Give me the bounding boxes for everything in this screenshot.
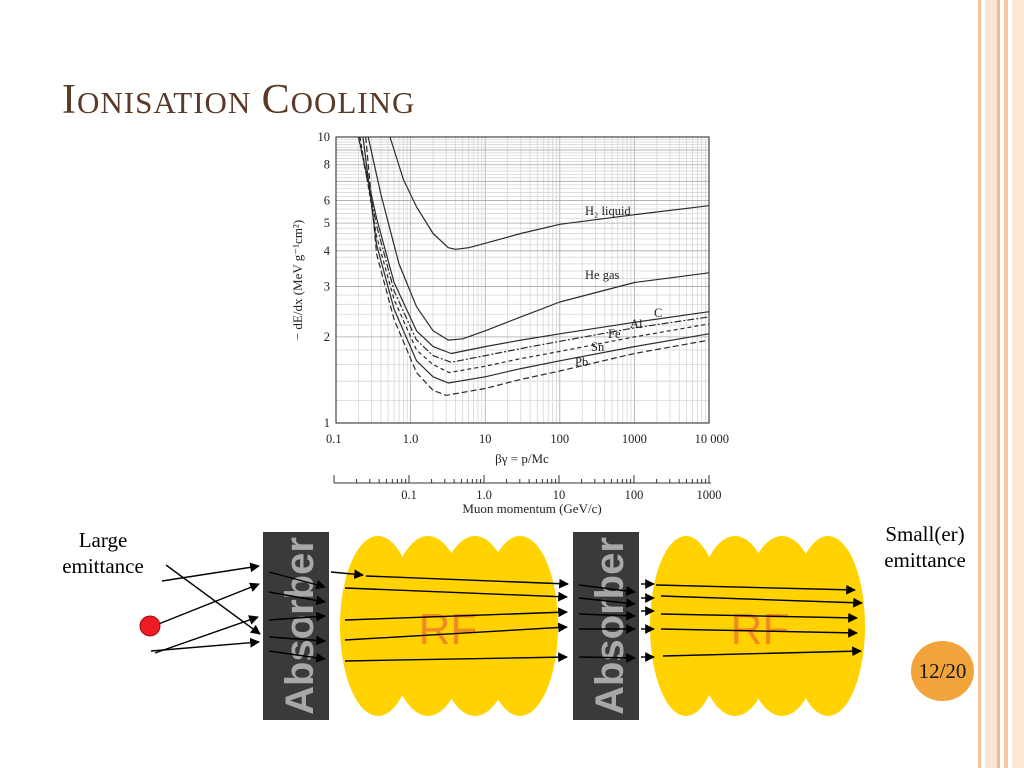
curve-label-h2-liquid: H₂ liquid xyxy=(585,204,631,218)
momentum-tick-label: 100 xyxy=(625,488,644,502)
decor-stripe xyxy=(978,0,981,768)
x-tick-label: 10 xyxy=(479,432,492,446)
rf-cavity-1 xyxy=(340,536,558,716)
y-tick-label: 10 xyxy=(318,130,331,144)
x-tick-label: 10 000 xyxy=(695,432,729,446)
series-line-6 xyxy=(362,136,710,384)
rf-label-1: RF xyxy=(419,605,478,654)
trajectory-arrow xyxy=(150,582,260,628)
title-initial: C xyxy=(261,77,291,123)
energy-loss-chart: 1 2 3 4 5 6 8 10 0.1 1.0 10 100 1000 10 000 βγ = p/M… xyxy=(280,125,740,520)
trajectory-arrow xyxy=(268,635,326,646)
trajectory-arrow xyxy=(344,652,568,663)
trajectory-arrow xyxy=(161,562,260,582)
slide-title: IONISATION COOLING xyxy=(62,76,415,124)
trajectory-arrow xyxy=(578,610,636,621)
particle-trajectories xyxy=(150,562,863,663)
trajectory-arrow xyxy=(268,591,326,606)
decor-stripe xyxy=(997,0,1000,768)
trajectory-arrow xyxy=(154,615,259,654)
trajectory-arrow xyxy=(150,637,260,652)
x-tick-labels: 0.1 1.0 10 100 1000 10 000 xyxy=(326,432,729,446)
trajectory-arrow xyxy=(165,564,261,635)
trajectory-arrow xyxy=(268,571,326,590)
particle-icon xyxy=(139,615,161,637)
trajectory-arrow xyxy=(365,575,569,589)
y-tick-label: 8 xyxy=(324,158,330,172)
momentum-tick-labels: 0.1 1.0 10 100 1000 xyxy=(401,488,721,502)
trajectory-arrow xyxy=(268,611,326,622)
trajectory-arrow xyxy=(268,650,326,663)
absorber-label-2: Absorber xyxy=(588,537,632,715)
page-number-badge: 12/20 xyxy=(911,641,974,701)
x-tick-label: 0.1 xyxy=(326,432,342,446)
large-emittance-line2: emittance xyxy=(62,554,144,578)
large-emittance-line1: Large xyxy=(78,528,128,552)
page-number: 12/20 xyxy=(918,658,967,683)
y-tick-label: 3 xyxy=(324,280,330,294)
curve-label-tin: Sn xyxy=(591,340,605,354)
small-emittance-label: Small(er) emittance xyxy=(858,521,992,573)
x-tick-label: 100 xyxy=(550,432,569,446)
decor-stripe xyxy=(1012,0,1024,768)
momentum-axis-label: Muon momentum (GeV/c) xyxy=(462,501,601,516)
trajectory-arrow xyxy=(344,622,568,641)
x-tick-label: 1000 xyxy=(622,432,647,446)
chart-grid xyxy=(336,136,709,423)
y-tick-label: 2 xyxy=(324,330,330,344)
chart-curves xyxy=(357,136,710,396)
trajectory-arrow xyxy=(662,646,862,657)
y-axis-label: − dE/dx (MeV g⁻¹cm²) xyxy=(290,220,305,340)
small-emittance-line1: Small(er) xyxy=(885,522,965,546)
momentum-tick-label: 1.0 xyxy=(476,488,492,502)
plot-frame xyxy=(335,136,710,424)
momentum-axis-ticks xyxy=(333,475,710,483)
momentum-tick-label: 1000 xyxy=(697,488,722,502)
trajectory-arrow xyxy=(344,607,568,621)
momentum-tick-label: 0.1 xyxy=(401,488,417,502)
small-emittance-line2: emittance xyxy=(884,548,966,572)
curve-label-aluminium: Al xyxy=(630,317,643,331)
rf-label-2: RF xyxy=(731,605,790,654)
rf-cavity-2 xyxy=(650,536,865,716)
curve-label-iron: Fe xyxy=(608,327,621,341)
x-tick-label: 1.0 xyxy=(403,432,419,446)
cooling-channel-diagram: RF RF Absorber Absorber xyxy=(139,532,865,720)
series-line-7 xyxy=(365,136,710,396)
series-line-2 xyxy=(367,136,710,341)
title-initial: I xyxy=(62,77,77,123)
y-tick-label: 6 xyxy=(324,193,330,207)
momentum-tick-label: 10 xyxy=(553,488,566,502)
absorber-label-1: Absorber xyxy=(278,537,322,715)
x-axis-label: βγ = p/Mc xyxy=(495,451,549,466)
y-tick-labels: 1 2 3 4 5 6 8 10 xyxy=(318,130,331,430)
trajectory-arrow xyxy=(660,627,858,638)
series-line-4 xyxy=(357,136,710,363)
y-tick-label: 4 xyxy=(324,244,331,258)
title-word: ONISATION xyxy=(77,85,252,120)
y-tick-label: 1 xyxy=(324,416,330,430)
trajectory-arrow xyxy=(578,584,636,596)
decor-stripe xyxy=(985,0,997,768)
series-line-3 xyxy=(357,136,710,355)
large-emittance-label: Large emittance xyxy=(38,527,168,579)
trajectory-arrow xyxy=(655,584,856,595)
curve-label-lead: Pb xyxy=(575,355,588,369)
trajectory-arrow xyxy=(330,569,364,580)
curve-label-carbon: C xyxy=(654,306,662,320)
series-line-5 xyxy=(359,136,710,374)
trajectory-arrow xyxy=(660,595,863,608)
absorber-block-1 xyxy=(263,532,329,720)
curve-label-he-gas: He gas xyxy=(585,268,619,282)
y-tick-label: 5 xyxy=(324,216,330,230)
decor-stripe xyxy=(1004,0,1008,768)
trajectory-arrow xyxy=(660,612,858,623)
trajectory-arrow xyxy=(578,597,636,608)
title-word: OOLING xyxy=(290,85,416,120)
trajectory-arrow xyxy=(578,652,636,663)
series-line-1 xyxy=(389,136,710,250)
trajectory-arrow xyxy=(344,587,568,602)
